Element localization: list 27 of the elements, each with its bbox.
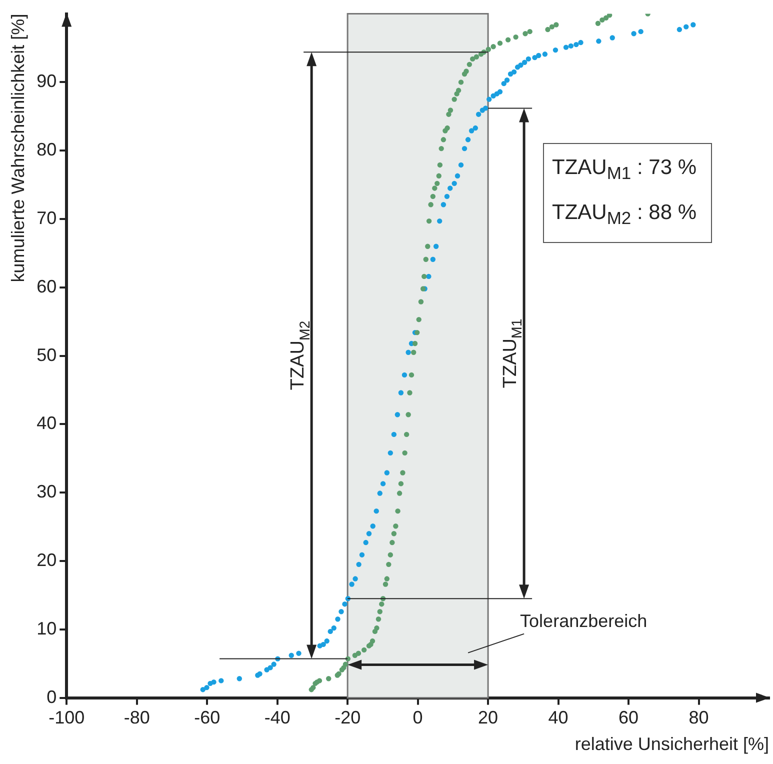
x-tick-label: 80 bbox=[688, 708, 709, 728]
x-tick-label: -60 bbox=[194, 708, 220, 728]
annotation: TZAU$_{M2}$ : 88 % bbox=[552, 200, 697, 230]
y-tick-label: 0 bbox=[46, 686, 57, 707]
y-axis-title: kumulierte Wahrscheinlichkeit [%] bbox=[8, 14, 28, 282]
x-tick-label: 0 bbox=[412, 708, 423, 728]
x-tick-label: -20 bbox=[334, 708, 361, 728]
x-tick-label: 60 bbox=[618, 708, 639, 728]
y-tick-label: 60 bbox=[36, 276, 57, 296]
y-tick-label: 20 bbox=[36, 550, 57, 570]
x-tick-label: 40 bbox=[548, 708, 568, 728]
annotation: TZAUM1 bbox=[500, 318, 526, 388]
x-axis-title: relative Unsicherheit [%] bbox=[574, 734, 769, 754]
x-tick-label: -40 bbox=[264, 708, 290, 728]
y-tick-label: 50 bbox=[36, 344, 57, 365]
y-tick-label: 10 bbox=[36, 618, 57, 638]
annotation: TZAU$_{M1}$ : 73 % bbox=[552, 155, 697, 186]
annotation: TZAUM2 bbox=[288, 320, 314, 390]
band-label: Toleranzbereich bbox=[520, 610, 648, 631]
y-tick-label: 80 bbox=[36, 140, 57, 160]
y-tick-label: 90 bbox=[36, 71, 57, 92]
y-tick-label: 40 bbox=[36, 413, 57, 434]
x-tick-label: -100 bbox=[48, 708, 85, 728]
x-tick-label: 20 bbox=[478, 708, 498, 728]
y-tick-label: 30 bbox=[36, 482, 57, 502]
x-tick-label: -80 bbox=[124, 708, 150, 728]
y-tick-label: 70 bbox=[36, 208, 57, 228]
